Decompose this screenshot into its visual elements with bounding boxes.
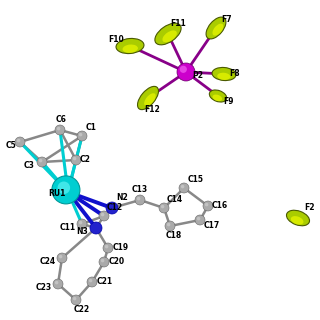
- Ellipse shape: [181, 185, 184, 188]
- Text: F2: F2: [304, 204, 315, 212]
- Text: P2: P2: [192, 70, 203, 79]
- Text: C21: C21: [97, 277, 113, 286]
- Ellipse shape: [212, 94, 222, 101]
- Ellipse shape: [123, 44, 138, 53]
- Text: N2: N2: [116, 194, 128, 203]
- Ellipse shape: [79, 221, 82, 224]
- Ellipse shape: [165, 221, 175, 231]
- Text: C18: C18: [166, 231, 182, 241]
- Ellipse shape: [57, 127, 60, 130]
- Ellipse shape: [73, 157, 76, 160]
- Text: C16: C16: [212, 202, 228, 211]
- Text: C23: C23: [36, 283, 52, 292]
- Ellipse shape: [79, 133, 82, 136]
- Ellipse shape: [167, 223, 170, 226]
- Ellipse shape: [138, 86, 158, 110]
- Ellipse shape: [77, 131, 87, 141]
- Text: C3: C3: [24, 161, 35, 170]
- Ellipse shape: [77, 219, 87, 229]
- Text: F7: F7: [221, 14, 232, 23]
- Ellipse shape: [163, 30, 177, 42]
- Ellipse shape: [57, 253, 67, 263]
- Text: F10: F10: [108, 36, 124, 44]
- Ellipse shape: [209, 90, 227, 102]
- Ellipse shape: [159, 203, 169, 213]
- Ellipse shape: [197, 217, 200, 220]
- Ellipse shape: [59, 255, 62, 258]
- Ellipse shape: [90, 222, 102, 234]
- Ellipse shape: [135, 195, 145, 205]
- Ellipse shape: [15, 137, 25, 147]
- Text: C13: C13: [132, 186, 148, 195]
- Text: N3: N3: [76, 228, 88, 236]
- Text: F12: F12: [144, 106, 160, 115]
- Ellipse shape: [212, 24, 223, 36]
- Text: C20: C20: [109, 258, 125, 267]
- Ellipse shape: [291, 216, 303, 225]
- Text: C5: C5: [6, 140, 17, 149]
- Ellipse shape: [105, 245, 108, 248]
- Ellipse shape: [17, 139, 20, 142]
- Ellipse shape: [144, 93, 156, 106]
- Ellipse shape: [103, 243, 113, 253]
- Ellipse shape: [58, 181, 76, 200]
- Text: C2: C2: [80, 156, 91, 164]
- Ellipse shape: [52, 176, 80, 204]
- Ellipse shape: [212, 68, 236, 81]
- Ellipse shape: [55, 281, 58, 284]
- Text: C12: C12: [107, 203, 123, 212]
- Text: RU1: RU1: [48, 189, 65, 198]
- Ellipse shape: [71, 155, 81, 165]
- Text: C22: C22: [74, 306, 90, 315]
- Ellipse shape: [206, 17, 226, 39]
- Ellipse shape: [180, 66, 187, 73]
- Ellipse shape: [99, 257, 109, 267]
- Text: C1: C1: [86, 124, 97, 132]
- Text: C14: C14: [167, 195, 183, 204]
- Ellipse shape: [53, 279, 63, 289]
- Ellipse shape: [106, 202, 118, 214]
- Ellipse shape: [87, 277, 97, 287]
- Ellipse shape: [205, 203, 208, 206]
- Text: F11: F11: [170, 19, 186, 28]
- Text: C24: C24: [40, 257, 56, 266]
- Ellipse shape: [39, 159, 42, 162]
- Ellipse shape: [286, 210, 309, 226]
- Ellipse shape: [99, 211, 109, 221]
- Ellipse shape: [203, 201, 213, 211]
- Ellipse shape: [137, 197, 140, 200]
- Ellipse shape: [37, 157, 47, 167]
- Ellipse shape: [55, 125, 65, 135]
- Text: C19: C19: [113, 244, 129, 252]
- Text: C15: C15: [188, 174, 204, 183]
- Ellipse shape: [71, 295, 81, 305]
- Ellipse shape: [101, 259, 104, 262]
- Ellipse shape: [101, 213, 104, 216]
- Ellipse shape: [116, 38, 144, 53]
- Ellipse shape: [161, 205, 164, 208]
- Ellipse shape: [73, 297, 76, 300]
- Ellipse shape: [217, 73, 230, 80]
- Text: F8: F8: [229, 69, 240, 78]
- Ellipse shape: [58, 181, 70, 194]
- Text: C11: C11: [60, 222, 76, 231]
- Text: F9: F9: [223, 97, 234, 106]
- Text: C17: C17: [204, 221, 220, 230]
- Ellipse shape: [179, 183, 189, 193]
- Text: C6: C6: [56, 116, 67, 124]
- Ellipse shape: [89, 279, 92, 282]
- Ellipse shape: [155, 23, 181, 45]
- Ellipse shape: [177, 63, 195, 81]
- Ellipse shape: [195, 215, 205, 225]
